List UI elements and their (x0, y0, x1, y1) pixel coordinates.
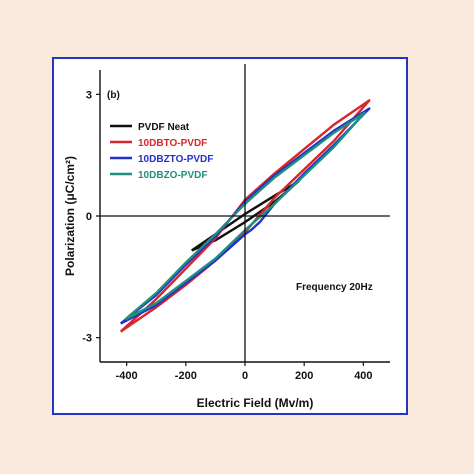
legend-label: 10DBZO-PVDF (138, 170, 207, 181)
series-loop-3 (119, 107, 371, 325)
panel-label: (b) (107, 90, 120, 101)
chart-legend: PVDF Neat 10DBTO-PVDF 10DBZTO-PVDF 10DBZO-P… (110, 122, 213, 181)
hysteresis-loops (119, 99, 371, 333)
legend-label: 10DBTO-PVDF (138, 138, 207, 149)
y-tick-label: 3 (86, 89, 92, 101)
legend-label: 10DBZTO-PVDF (138, 154, 213, 165)
x-tick-label: 200 (295, 370, 313, 382)
x-tick-label: 400 (354, 370, 372, 382)
x-tick-label: 0 (242, 370, 248, 382)
y-axis-title: Polarization (μC/cm²) (63, 156, 77, 276)
legend-label: PVDF Neat (138, 122, 190, 133)
x-tick-label: -400 (116, 370, 138, 382)
y-tick-label: 0 (86, 211, 92, 223)
axis-ticks: -400 -200 0 200 400 -3 0 3 (82, 89, 372, 382)
series-loop-4 (124, 111, 366, 321)
y-tick-label: -3 (82, 333, 92, 345)
frequency-annotation: Frequency 20Hz (296, 282, 373, 293)
figure-card (52, 57, 408, 415)
x-tick-label: -200 (175, 370, 197, 382)
x-axis-title: Electric Field (Mv/m) (197, 396, 314, 410)
